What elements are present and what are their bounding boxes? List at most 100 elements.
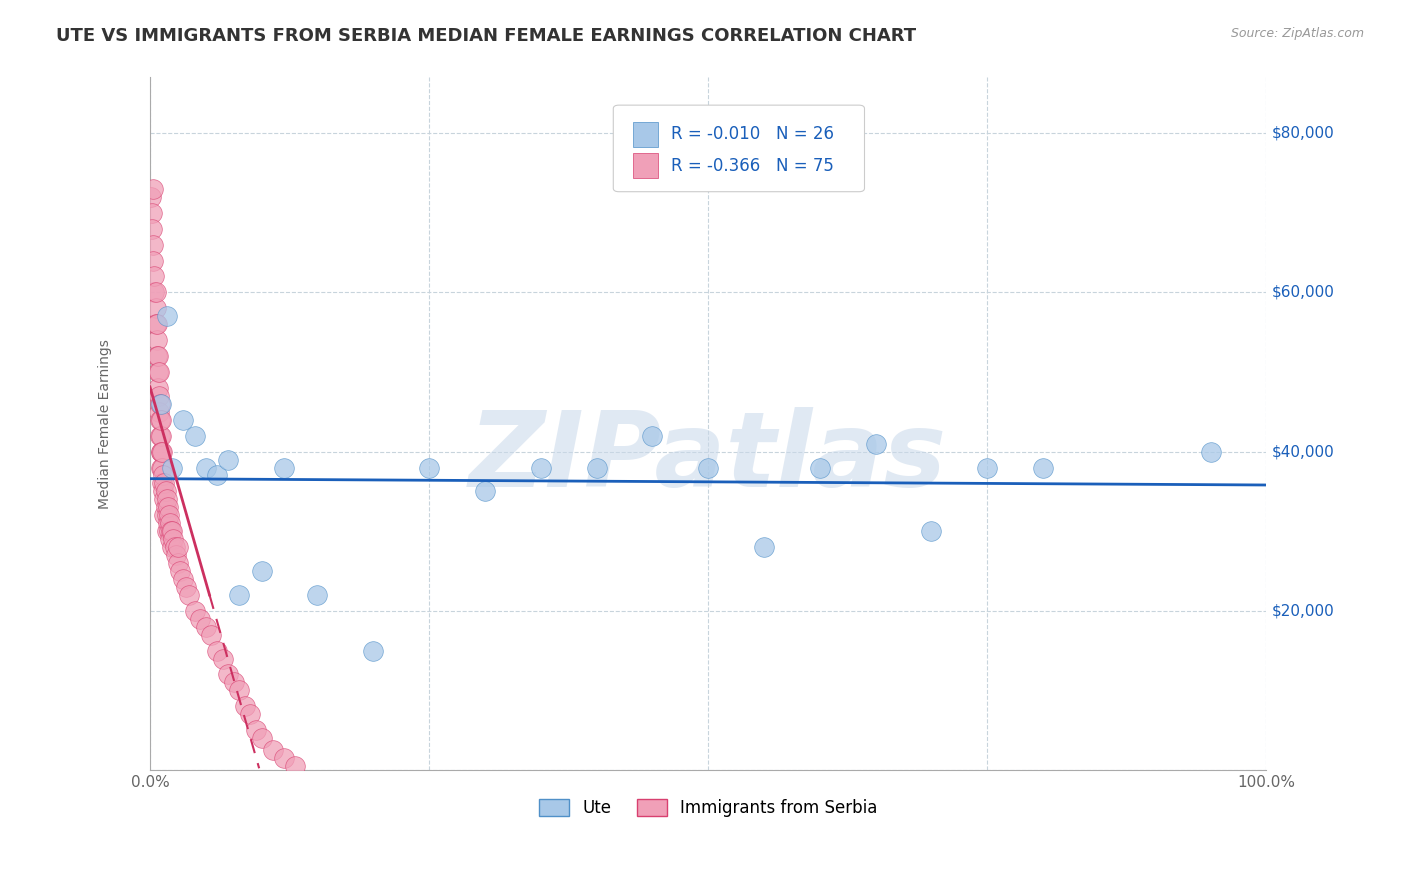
Point <box>169 564 191 578</box>
Point <box>273 751 295 765</box>
Point <box>142 237 165 252</box>
Point <box>162 540 184 554</box>
Point <box>166 540 188 554</box>
Point <box>585 460 607 475</box>
Point <box>156 492 179 507</box>
Point <box>165 548 187 562</box>
Point <box>361 643 384 657</box>
Text: UTE VS IMMIGRANTS FROM SERBIA MEDIAN FEMALE EARNINGS CORRELATION CHART: UTE VS IMMIGRANTS FROM SERBIA MEDIAN FEM… <box>56 27 917 45</box>
Point <box>222 675 245 690</box>
Point <box>307 588 329 602</box>
Point <box>228 683 250 698</box>
Point <box>1032 460 1054 475</box>
Point <box>921 524 943 538</box>
Point <box>146 365 169 379</box>
Text: Source: ZipAtlas.com: Source: ZipAtlas.com <box>1230 27 1364 40</box>
Point <box>808 460 831 475</box>
FancyBboxPatch shape <box>633 121 658 146</box>
Point <box>284 759 307 773</box>
Point <box>159 532 181 546</box>
Point <box>152 484 174 499</box>
Point <box>163 540 186 554</box>
Point <box>752 540 775 554</box>
Point <box>188 612 211 626</box>
Point <box>530 460 553 475</box>
Point <box>162 532 184 546</box>
Point <box>172 572 194 586</box>
Point <box>200 628 222 642</box>
Point <box>183 428 205 442</box>
Point <box>211 651 233 665</box>
Point <box>153 492 176 507</box>
Point <box>474 484 496 499</box>
Point <box>217 667 239 681</box>
Text: $80,000: $80,000 <box>1272 126 1334 141</box>
Point <box>156 516 179 531</box>
Point <box>156 524 179 538</box>
Point <box>156 500 179 515</box>
Point <box>145 333 167 347</box>
Point <box>150 460 173 475</box>
Point <box>250 731 273 746</box>
Point <box>865 436 887 450</box>
Point <box>194 460 217 475</box>
FancyBboxPatch shape <box>613 105 865 192</box>
Point <box>153 476 176 491</box>
Point <box>262 743 284 757</box>
Point <box>162 524 184 538</box>
Point <box>150 444 173 458</box>
Point <box>145 301 167 316</box>
Text: R = -0.366   N = 75: R = -0.366 N = 75 <box>671 157 834 175</box>
Point <box>228 588 250 602</box>
Point <box>159 516 181 531</box>
Point <box>697 460 720 475</box>
Point <box>149 428 172 442</box>
Point <box>145 317 167 331</box>
Point <box>142 182 165 196</box>
Point <box>273 460 295 475</box>
Point <box>143 285 166 300</box>
Point <box>418 460 440 475</box>
Point <box>162 460 184 475</box>
Point <box>976 460 998 475</box>
Point <box>155 484 177 499</box>
Point <box>205 468 228 483</box>
Point <box>239 707 262 722</box>
Point <box>177 588 200 602</box>
Point <box>153 508 176 523</box>
Point <box>250 564 273 578</box>
Text: $40,000: $40,000 <box>1272 444 1334 459</box>
Point <box>150 428 173 442</box>
Point <box>156 310 179 324</box>
Point <box>245 723 267 738</box>
Point <box>150 444 173 458</box>
Point <box>142 253 165 268</box>
Point <box>150 397 173 411</box>
Point <box>157 508 180 523</box>
Point <box>157 524 180 538</box>
Point <box>148 405 170 419</box>
Text: ZIPatlas: ZIPatlas <box>470 408 948 509</box>
Point <box>143 269 166 284</box>
Point <box>156 508 179 523</box>
Point <box>145 317 167 331</box>
Point <box>174 580 197 594</box>
Point <box>145 285 167 300</box>
Point <box>205 643 228 657</box>
Point <box>160 524 183 538</box>
Point <box>172 413 194 427</box>
Point <box>145 349 167 363</box>
Legend: Ute, Immigrants from Serbia: Ute, Immigrants from Serbia <box>533 792 884 824</box>
FancyBboxPatch shape <box>633 153 658 178</box>
Text: R = -0.010   N = 26: R = -0.010 N = 26 <box>671 125 834 143</box>
Point <box>148 389 170 403</box>
Point <box>155 500 177 515</box>
Point <box>141 206 163 220</box>
Point <box>150 413 173 427</box>
Point <box>166 556 188 570</box>
Text: Median Female Earnings: Median Female Earnings <box>98 339 112 508</box>
Point <box>183 604 205 618</box>
Point <box>150 460 173 475</box>
Point <box>233 699 256 714</box>
Point <box>1199 444 1222 458</box>
